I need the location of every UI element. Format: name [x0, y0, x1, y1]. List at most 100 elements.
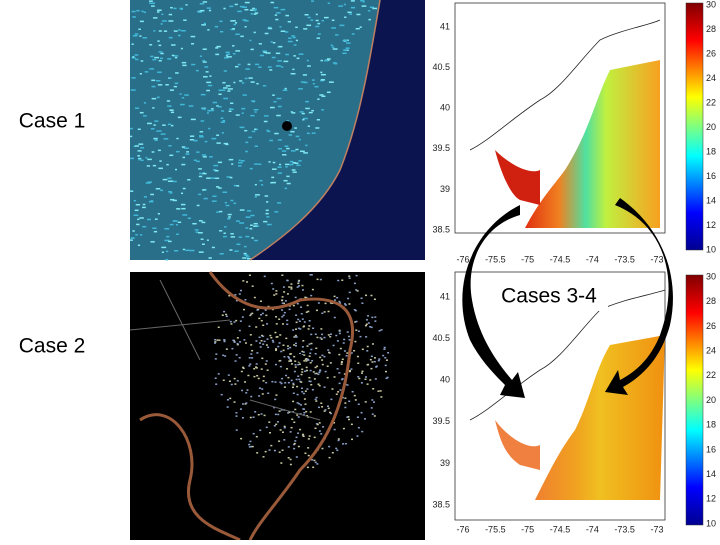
- radar-echo: [166, 235, 170, 238]
- radar-echo: [378, 358, 381, 360]
- radar-echo: [360, 297, 363, 300]
- radar-echo: [182, 64, 187, 67]
- radar-echo: [254, 163, 259, 165]
- radar-echo: [135, 234, 138, 236]
- radar-echo: [186, 151, 189, 153]
- radar-echo: [143, 102, 147, 104]
- radar-echo: [214, 358, 217, 360]
- radar-echo: [246, 281, 249, 283]
- radar-echo: [252, 432, 255, 435]
- radar-echo: [225, 313, 228, 316]
- radar-echo: [320, 328, 323, 330]
- radar-echo: [209, 109, 215, 112]
- radar-echo: [180, 30, 186, 32]
- radar-echo: [323, 355, 326, 358]
- radar-echo: [346, 416, 349, 418]
- radar-echo: [233, 23, 237, 26]
- radar-echo: [292, 68, 295, 71]
- radar-echo: [281, 377, 284, 380]
- radar-echo: [324, 409, 327, 411]
- radar-echo: [181, 192, 184, 195]
- radar-echo: [256, 352, 259, 354]
- radar-echo: [224, 355, 227, 357]
- radar-echo: [295, 321, 298, 324]
- radar-echo: [282, 344, 285, 347]
- radar-echo: [228, 216, 231, 218]
- radar-echo: [218, 339, 221, 341]
- radar-echo: [182, 214, 188, 216]
- radar-echo: [304, 358, 307, 361]
- radar-echo: [286, 120, 290, 122]
- radar-echo: [297, 282, 300, 285]
- radar-echo: [232, 28, 235, 30]
- radar-echo: [365, 323, 368, 326]
- radar-echo: [309, 380, 312, 383]
- radar-echo: [254, 128, 257, 131]
- radar-echo: [281, 316, 284, 318]
- radar-echo: [302, 340, 305, 342]
- radar-echo: [312, 327, 315, 329]
- radar-echo: [324, 302, 327, 305]
- radar-echo: [245, 235, 250, 238]
- radar-echo: [182, 156, 186, 159]
- radar-echo: [255, 367, 258, 369]
- radar-echo: [238, 329, 241, 332]
- radar-echo: [203, 22, 206, 25]
- radar-echo: [260, 184, 264, 186]
- radar-echo: [249, 416, 252, 419]
- radar-echo: [309, 411, 312, 413]
- y-tick-label: 39.5: [432, 143, 450, 153]
- radar-echo: [286, 319, 289, 322]
- radar-echo: [361, 430, 364, 433]
- radar-echo: [292, 382, 295, 385]
- radar-echo: [264, 32, 269, 35]
- radar-echo: [234, 294, 237, 296]
- radar-echo: [282, 302, 285, 305]
- x-tick-label: -75.5: [485, 254, 506, 264]
- radar-echo: [359, 335, 362, 338]
- radar-echo: [268, 449, 271, 451]
- radar-echo: [302, 74, 307, 76]
- radar-echo: [220, 117, 224, 119]
- radar-echo: [238, 159, 241, 162]
- radar-echo: [326, 365, 329, 367]
- radar-echo: [189, 138, 195, 141]
- radar-echo: [235, 429, 238, 431]
- radar-echo: [171, 54, 175, 57]
- radar-echo: [242, 403, 245, 405]
- radar-echo: [240, 437, 243, 440]
- radar-echo: [319, 356, 322, 359]
- radar-echo: [240, 35, 244, 38]
- radar-echo: [315, 127, 320, 129]
- radar-echo: [302, 435, 305, 438]
- radar-echo: [269, 69, 273, 71]
- radar-echo: [254, 63, 260, 66]
- radar-echo: [165, 250, 169, 253]
- radar-echo: [275, 290, 278, 292]
- radar-echo: [281, 323, 284, 325]
- radar-echo: [293, 355, 296, 358]
- radar-echo: [384, 370, 387, 373]
- radar-echo: [147, 158, 152, 161]
- radar-echo: [383, 348, 386, 350]
- radar-echo: [258, 342, 261, 344]
- radar-echo: [301, 112, 305, 115]
- radar-echo: [134, 209, 139, 212]
- radar-echo: [251, 237, 254, 239]
- radar-echo: [327, 2, 331, 5]
- radar-echo: [275, 18, 279, 21]
- radar-echo: [284, 31, 289, 33]
- radar-echo: [276, 114, 281, 117]
- radar-echo: [158, 51, 163, 53]
- radar-echo: [296, 302, 299, 305]
- radar-echo: [249, 227, 253, 230]
- radar-echo: [283, 291, 286, 293]
- radar-echo: [315, 25, 320, 28]
- radar-echo: [304, 403, 307, 405]
- radar-echo: [276, 97, 282, 100]
- radar-echo: [230, 102, 234, 105]
- radar-echo: [236, 220, 240, 222]
- radar-echo: [311, 288, 314, 291]
- radar-echo: [302, 433, 305, 436]
- radar-echo: [253, 31, 256, 34]
